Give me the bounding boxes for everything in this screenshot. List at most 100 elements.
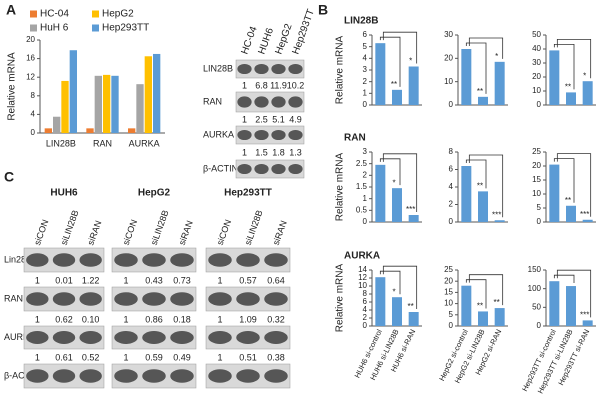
y-tick-label: 10 [358, 281, 367, 290]
blot-band [79, 292, 102, 306]
y-tick-label: 0 [363, 217, 368, 226]
y-tick-label: 3 [363, 65, 368, 74]
bar [478, 311, 488, 326]
bar [461, 166, 472, 222]
quant-label: 11.9 [270, 80, 287, 90]
bracket [379, 158, 401, 186]
bracket [465, 42, 487, 94]
blot-strip [235, 59, 305, 79]
blot-strip [235, 159, 305, 179]
quant-label: 0.73 [173, 275, 191, 285]
blot-band [142, 253, 166, 267]
significance: * [392, 178, 395, 187]
y-tick-label: 6 [363, 297, 368, 306]
bracket [553, 44, 575, 90]
blot-band [271, 129, 286, 141]
blot-band [264, 369, 288, 383]
blot-band [236, 253, 260, 267]
y-tick-label: 20 [26, 35, 35, 44]
bracket [553, 158, 575, 203]
y-tick-label: 20 [532, 72, 541, 81]
significance: *** [580, 311, 589, 320]
row-label: AURKA [4, 332, 35, 342]
blot-band [26, 331, 49, 344]
blot-band [237, 129, 252, 141]
blot-band [142, 292, 166, 306]
bracket [556, 39, 592, 79]
blot-band [237, 63, 252, 75]
blot-band [288, 129, 303, 141]
quant-label: 0.57 [239, 275, 257, 285]
chart-title: AURKA [344, 251, 380, 262]
row-label: Lin28B [4, 254, 32, 264]
quant-label: 1 [242, 114, 247, 124]
blot-band [52, 292, 76, 306]
blot-band [236, 369, 260, 383]
bracket [382, 265, 418, 309]
blot-band [271, 163, 286, 175]
quant-label: 1.22 [82, 275, 100, 285]
quant-label: 0.18 [173, 314, 191, 324]
quant-label: 1 [123, 314, 128, 324]
bar [549, 281, 560, 326]
legend-swatch [30, 24, 37, 32]
quant-label: 1 [242, 80, 247, 90]
lane-label: siRAN [271, 219, 289, 246]
y-tick-label: 8 [31, 91, 36, 100]
blot-band [52, 369, 76, 383]
y-tick-label: 2.5 [356, 159, 368, 168]
blot-band [264, 331, 288, 344]
lane-label: siRAN [85, 219, 103, 246]
significance: * [392, 287, 395, 296]
significance: * [583, 71, 586, 80]
blot-band [271, 63, 286, 75]
y-tick-label: 4 [363, 53, 368, 62]
y-tick-label: 14 [358, 265, 367, 274]
blot-band [26, 369, 49, 383]
blot-band [264, 253, 288, 267]
bar [111, 75, 119, 133]
chart-title: LIN28B [344, 16, 378, 27]
bar [392, 297, 402, 326]
y-tick-label: 0 [449, 100, 454, 109]
bracket [468, 154, 504, 218]
significance: ** [565, 83, 571, 92]
y-tick-label: 12 [26, 72, 35, 81]
x-tick-label: LIN28B [46, 138, 76, 148]
y-tick-label: 10 [444, 299, 453, 308]
panel-label: C [4, 169, 14, 185]
bracket [465, 279, 487, 309]
y-tick-label: 8 [449, 147, 454, 156]
bracket [468, 37, 504, 59]
blot-band [142, 331, 166, 344]
y-tick-label: 0 [31, 128, 36, 137]
blot-band [79, 369, 102, 383]
legend-label: HC-04 [40, 9, 69, 20]
y-tick-label: 30 [532, 58, 541, 67]
bar [392, 89, 402, 105]
blot-band [52, 331, 76, 344]
y-axis-label: Relative mRNA [335, 264, 346, 333]
bracket [379, 36, 401, 87]
y-tick-label: 50 [532, 30, 541, 39]
blot-band [170, 331, 194, 344]
y-tick-label: 40 [532, 44, 541, 53]
bar [408, 66, 419, 105]
blot-band [236, 292, 260, 306]
blot-band [271, 96, 286, 108]
blot-band [208, 331, 232, 344]
y-tick-label: 0 [449, 321, 454, 330]
quant-label: 0.49 [173, 352, 191, 362]
bracket [379, 270, 401, 295]
quant-label: 0.32 [267, 314, 285, 324]
legend-label: HepG2 [102, 9, 134, 20]
quant-label: 1 [123, 275, 128, 285]
quant-label: 1 [123, 352, 128, 362]
bar [461, 49, 472, 105]
y-tick-label: 5 [363, 42, 368, 51]
bracket [468, 274, 504, 306]
y-tick-label: 0 [363, 100, 368, 109]
y-tick-label: 150 [528, 265, 542, 274]
blot-band [79, 253, 102, 267]
y-tick-label: 12 [358, 273, 367, 282]
